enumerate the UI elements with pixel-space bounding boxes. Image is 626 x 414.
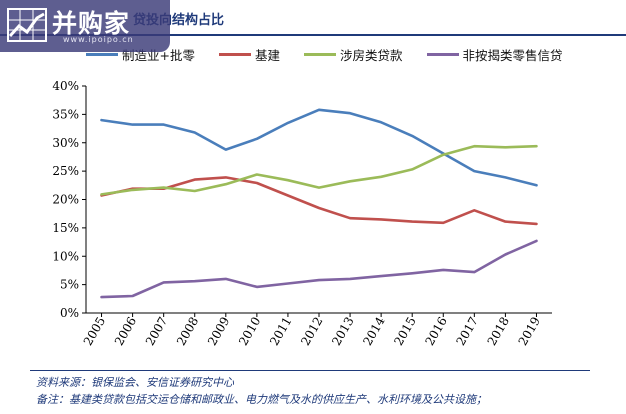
- legend-item-retail: 非按揭类零售信贷: [426, 45, 563, 64]
- x-tick-label: 2019: [516, 315, 543, 348]
- watermark-logo: 并购家 www.ipoipo.cn: [0, 0, 170, 52]
- legend-swatch-manufacturing: [86, 53, 118, 56]
- legend-label-retail: 非按揭类零售信贷: [462, 48, 563, 63]
- legend-label-real-estate: 涉房类贷款: [340, 48, 403, 63]
- x-tick-label: 2016: [422, 315, 449, 348]
- logo-name: 并购家: [52, 9, 131, 38]
- x-tick-label: 2005: [81, 315, 108, 348]
- y-tick-label: 15%: [52, 221, 79, 235]
- x-tick-label: 2017: [454, 315, 481, 348]
- y-tick-label: 0%: [60, 306, 79, 320]
- series-line-1: [100, 176, 538, 226]
- legend-swatch-retail: [426, 53, 459, 56]
- legend-swatch-infrastructure: [218, 53, 251, 56]
- series-line-2: [100, 144, 538, 196]
- x-tick-label: 2011: [267, 315, 294, 348]
- y-tick-label: 40%: [52, 79, 79, 93]
- y-tick-label: 25%: [52, 164, 79, 178]
- x-tick-label: 2018: [485, 315, 512, 348]
- x-tick-label: 2014: [360, 314, 388, 348]
- remark-note: 备注：基建类贷款包括交运仓储和邮政业、电力燃气及水的供应生产、水利环境及公共设施…: [36, 393, 487, 406]
- x-tick-label: 2009: [205, 315, 232, 348]
- y-tick-label: 20%: [52, 193, 79, 207]
- title-divider: [0, 34, 626, 36]
- legend-item-infrastructure: 基建: [218, 45, 280, 64]
- y-tick-label: 35%: [52, 107, 79, 121]
- x-tick-label: 2007: [143, 315, 170, 348]
- logo-url: www.ipoipo.cn: [63, 35, 134, 44]
- series-line-0: [100, 108, 538, 187]
- legend-label-infrastructure: 基建: [254, 48, 280, 63]
- legend-swatch-real-estate: [304, 53, 336, 56]
- x-tick-label: 2012: [298, 315, 325, 348]
- footer-divider: [30, 370, 590, 371]
- y-tick-label: 10%: [52, 249, 79, 263]
- y-tick-label: 5%: [60, 278, 79, 292]
- y-tick-label: 30%: [52, 136, 79, 150]
- legend-item-real-estate: 涉房类贷款: [304, 45, 403, 64]
- x-tick-label: 2015: [391, 315, 418, 348]
- series-line-3: [100, 239, 538, 299]
- source-note: 资料来源：银保监会、安信证券研究中心: [36, 376, 234, 389]
- x-tick-label: 2006: [112, 315, 139, 348]
- chart-logo-icon: [7, 8, 47, 42]
- x-tick-label: 2008: [174, 315, 201, 348]
- x-tick-label: 2010: [236, 315, 263, 348]
- x-tick-label: 2013: [329, 315, 356, 348]
